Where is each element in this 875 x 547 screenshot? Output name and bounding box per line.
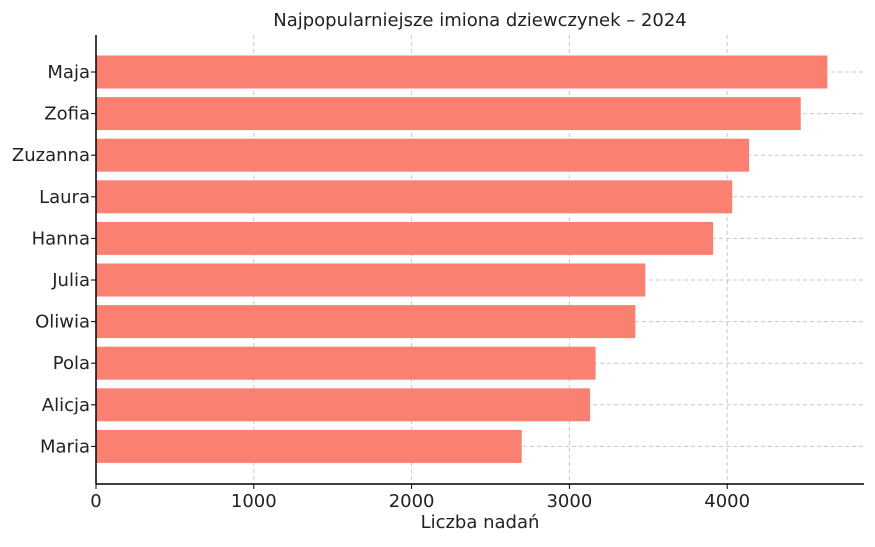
x-tick-label: 4000 (704, 491, 750, 512)
bar-laura (96, 180, 733, 214)
x-tick-label: 3000 (546, 491, 592, 512)
y-tick-label: Maria (40, 436, 90, 457)
y-tick-label: Alicja (42, 395, 90, 416)
y-tick-label: Laura (39, 187, 90, 208)
bar-zuzanna (96, 138, 750, 172)
x-tick-label: 2000 (389, 491, 435, 512)
bar-julia (96, 263, 646, 297)
bar-zofia (96, 97, 801, 131)
y-tick-label: Pola (53, 353, 90, 374)
y-tick-label: Oliwia (35, 312, 90, 333)
y-tick-label: Julia (51, 270, 90, 291)
bar-maria (96, 429, 522, 463)
x-tick-label: 1000 (231, 491, 277, 512)
bar-maja (96, 55, 828, 89)
chart-title: Najpopularniejsze imiona dziewczynek – 2… (273, 10, 687, 31)
x-axis-label: Liczba nadań (421, 512, 540, 533)
y-tick-label: Zofia (44, 104, 90, 125)
bar-alicja (96, 388, 591, 422)
y-tick-label: Hanna (32, 228, 90, 249)
bar-hanna (96, 221, 714, 255)
x-tick-label: 0 (90, 491, 101, 512)
bar-pola (96, 346, 596, 380)
y-tick-label: Zuzanna (12, 145, 90, 166)
y-tick-label: Maja (47, 62, 90, 83)
bar-oliwia (96, 305, 636, 339)
